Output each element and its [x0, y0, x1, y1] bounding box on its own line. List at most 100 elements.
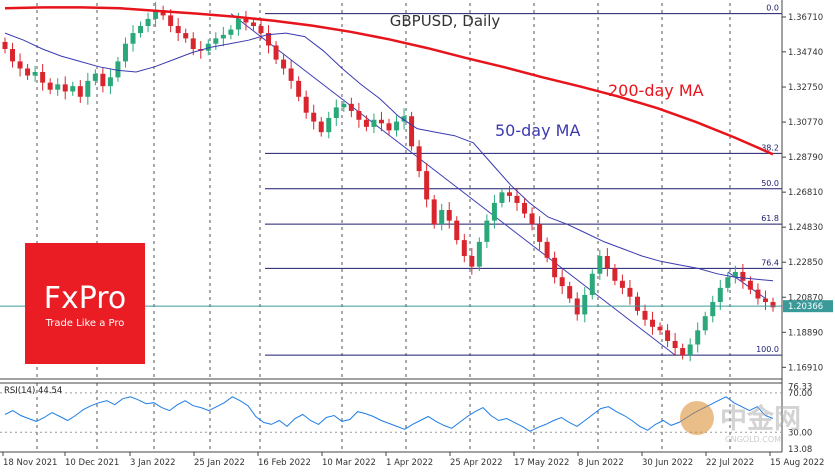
candle-bear	[619, 280, 625, 288]
candle-bull	[491, 202, 497, 221]
candle-bear	[378, 119, 384, 124]
candle-bear	[642, 310, 648, 320]
date-tick-label: 3 Jan 2022	[130, 458, 176, 468]
candle-bear	[672, 340, 678, 349]
candle-bull	[371, 119, 377, 127]
candle-bear	[318, 121, 324, 133]
candle-bear	[77, 86, 83, 97]
candle-bull	[401, 116, 407, 122]
candle-bull	[695, 330, 701, 345]
candle-bull	[597, 256, 603, 274]
current-price-box	[783, 300, 833, 313]
candle-bear	[10, 49, 16, 62]
candle-bear	[243, 18, 249, 23]
date-tick-label: 25 Jan 2022	[194, 458, 245, 468]
price-tick-label: 1.26810	[788, 188, 823, 198]
candle-bear	[627, 287, 633, 297]
candle-bull	[115, 61, 121, 78]
candle-bear	[665, 330, 671, 341]
candle-bear	[544, 241, 550, 258]
date-tick-label: 25 Apr 2022	[450, 458, 503, 468]
candle-bull	[725, 277, 731, 288]
candle-bear	[348, 103, 354, 111]
candle-bear	[183, 33, 189, 39]
candle-bear	[266, 33, 272, 46]
candle-bull	[205, 43, 211, 51]
price-tick-label: 1.30770	[788, 118, 823, 128]
candle-bear	[416, 146, 422, 172]
candle-bear	[190, 38, 196, 50]
candle-bear	[281, 59, 287, 69]
candle-bear	[424, 171, 430, 200]
price-tick-label: 1.28790	[788, 153, 823, 163]
candle-bear	[311, 112, 317, 122]
candle-bull	[589, 273, 595, 295]
candle-bear	[529, 213, 535, 225]
candle-bull	[499, 192, 505, 203]
candle-bear	[40, 72, 46, 83]
rsi-tick-label: 76.33	[788, 383, 812, 393]
fxpro-tagline: Trade Like a Pro	[45, 318, 125, 329]
candle-bear	[740, 271, 746, 281]
candle-bear	[454, 220, 460, 241]
candle-bull	[582, 294, 588, 315]
price-tick-label: 1.24830	[788, 223, 823, 233]
candle-bear	[506, 192, 512, 196]
grid	[36, 3, 731, 452]
price-tick-label: 1.18890	[788, 328, 823, 338]
rsi-tick-label: 70.00	[788, 389, 812, 399]
candle-bull	[70, 86, 76, 92]
price-tick-label: 1.34740	[788, 48, 823, 58]
price-tick-label: 1.20870	[788, 293, 823, 303]
candle-bull	[213, 38, 219, 44]
price-tick-label: 1.36710	[788, 13, 823, 23]
candle-bull	[220, 34, 226, 39]
date-tick-label: 1 Apr 2022	[386, 458, 433, 468]
candle-bear	[680, 348, 686, 356]
candle-bear	[160, 10, 166, 16]
candle-bear	[514, 195, 520, 203]
candle-bear	[62, 84, 68, 92]
candle-bear	[559, 277, 565, 287]
fxpro-logo-text: FxPro	[44, 281, 127, 316]
candle-bear	[100, 73, 106, 87]
fxpro-logo: FxPro Trade Like a Pro	[25, 243, 145, 364]
candle-bear	[552, 257, 558, 278]
candle-bear	[258, 26, 264, 34]
candle-bear	[537, 224, 543, 242]
fxpro-logo-background	[25, 243, 145, 364]
candle-bull	[130, 33, 136, 44]
candle-bear	[47, 82, 53, 90]
candle-bear	[17, 61, 23, 69]
rsi-label: RSI(14) 44.54	[4, 386, 62, 396]
candle-bear	[296, 80, 302, 97]
candle-bull	[333, 107, 339, 119]
date-tick-label: 30 Jun 2022	[642, 458, 693, 468]
candle-bear	[762, 298, 768, 303]
candle-bear	[175, 26, 181, 34]
date-tick-label: 17 May 2022	[514, 458, 569, 468]
ma50-line	[4, 32, 774, 282]
candle-bull	[717, 287, 723, 303]
candle-bull	[476, 241, 482, 267]
candle-bear	[273, 45, 279, 60]
candle-bear	[2, 41, 8, 50]
candle-bear	[168, 15, 174, 27]
candle-bull	[484, 220, 490, 242]
rsi-tick-label: 13.08	[788, 445, 812, 455]
fib-label: 61.8	[761, 214, 779, 223]
fib-label: 100.0	[756, 345, 779, 354]
cngold-watermark-text: 中金网	[720, 403, 801, 435]
candle-bull	[687, 344, 693, 356]
candle-bear	[612, 268, 618, 281]
date-tick-label: 18 Nov 2021	[3, 458, 57, 468]
price-tick-label: 1.32750	[788, 83, 823, 93]
cngold-watermark-sub: CNGOLD.COM	[725, 435, 781, 444]
candle-bull	[85, 80, 91, 97]
date-tick-label: 16 Feb 2022	[258, 458, 311, 468]
candle-bear	[755, 289, 761, 299]
candle-bull	[394, 121, 400, 131]
candle-bear	[356, 110, 362, 120]
candle-bear	[747, 280, 753, 290]
